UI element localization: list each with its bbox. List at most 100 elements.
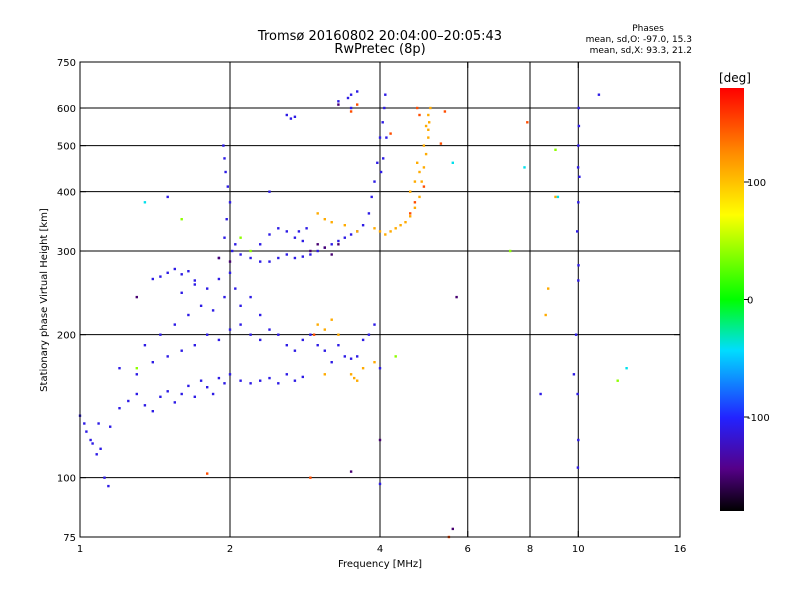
data-point	[193, 395, 196, 398]
data-point	[239, 253, 242, 256]
data-point	[576, 466, 580, 469]
data-point	[337, 243, 340, 246]
data-point	[285, 230, 288, 233]
y-tick-label: 600	[57, 104, 76, 115]
chart-title: Tromsø 20160802 20:04:00–20:05:43	[257, 29, 502, 44]
x-tick-label: 4	[377, 544, 383, 555]
data-point	[135, 367, 138, 370]
data-point	[378, 230, 382, 233]
data-point	[249, 382, 252, 385]
data-point	[337, 100, 340, 103]
data-point	[89, 438, 92, 442]
data-point	[356, 379, 359, 382]
data-point	[337, 239, 340, 243]
x-tick-label: 16	[674, 544, 687, 555]
data-point	[173, 267, 176, 271]
data-point	[180, 349, 183, 352]
data-point	[625, 367, 628, 370]
data-point	[135, 295, 138, 299]
data-point	[578, 175, 581, 178]
data-point	[323, 246, 326, 249]
data-point	[249, 333, 252, 336]
data-point	[330, 243, 333, 246]
data-point	[301, 239, 304, 243]
data-point	[349, 233, 353, 236]
data-point	[428, 121, 431, 124]
data-point	[85, 430, 88, 433]
y-tick-label: 100	[57, 474, 76, 485]
data-point	[323, 218, 326, 221]
y-axis-label: Stationary phase Virtual Height [km]	[39, 208, 50, 392]
data-point	[187, 384, 190, 388]
data-point	[361, 224, 365, 227]
x-axis-label: Frequency [MHz]	[338, 559, 422, 570]
data-point	[616, 379, 619, 382]
data-point	[309, 476, 312, 479]
data-point	[597, 93, 601, 96]
data-point	[323, 349, 326, 352]
data-point	[223, 157, 226, 160]
data-point	[420, 180, 423, 183]
data-point	[223, 236, 226, 239]
data-point	[337, 103, 340, 106]
data-point	[378, 438, 382, 442]
data-points	[78, 90, 628, 539]
data-point	[228, 328, 232, 331]
data-point	[187, 313, 190, 317]
data-point	[180, 291, 183, 294]
data-point	[193, 279, 196, 282]
data-point	[556, 195, 560, 199]
data-point	[337, 344, 340, 347]
data-point	[349, 373, 353, 376]
data-point	[268, 328, 271, 331]
data-point	[424, 152, 428, 156]
data-point	[576, 392, 579, 396]
data-point	[239, 379, 242, 382]
data-point	[143, 404, 147, 407]
data-point	[151, 361, 154, 364]
data-point	[234, 243, 237, 246]
data-point	[361, 338, 365, 342]
data-point	[259, 379, 262, 382]
data-point	[572, 373, 576, 376]
data-point	[277, 333, 280, 336]
data-point	[577, 144, 580, 147]
data-point	[293, 115, 297, 118]
chart-subtitle: RwPretec (8p)	[334, 42, 425, 57]
data-point	[285, 113, 288, 117]
data-point	[277, 382, 280, 385]
colorbar-tick-label: 100	[747, 178, 766, 189]
data-point	[206, 386, 209, 389]
data-point	[330, 221, 333, 224]
data-point	[217, 277, 221, 281]
data-point	[382, 157, 385, 160]
data-point	[239, 323, 242, 326]
data-point	[199, 379, 203, 382]
data-point	[389, 132, 392, 135]
data-point	[539, 392, 542, 396]
data-point	[268, 233, 271, 236]
data-point	[554, 195, 557, 199]
data-point	[135, 392, 138, 396]
data-point	[409, 215, 412, 218]
data-point	[234, 287, 237, 290]
data-point	[268, 376, 271, 380]
x-tick-label: 1	[77, 544, 83, 555]
data-point	[509, 249, 512, 253]
data-point	[451, 161, 454, 164]
data-point	[576, 166, 580, 169]
phase-stats-o: mean, sd,O: -97.0, 15.3	[586, 35, 692, 45]
data-point	[293, 349, 297, 352]
data-point	[268, 260, 271, 263]
data-point	[143, 344, 147, 347]
data-point	[577, 279, 580, 282]
data-point	[373, 227, 376, 230]
data-point	[159, 395, 162, 398]
data-point	[297, 230, 301, 233]
data-point	[337, 333, 340, 336]
data-point	[151, 277, 154, 281]
data-point	[443, 110, 447, 113]
data-point	[305, 227, 308, 230]
data-point	[370, 195, 373, 199]
